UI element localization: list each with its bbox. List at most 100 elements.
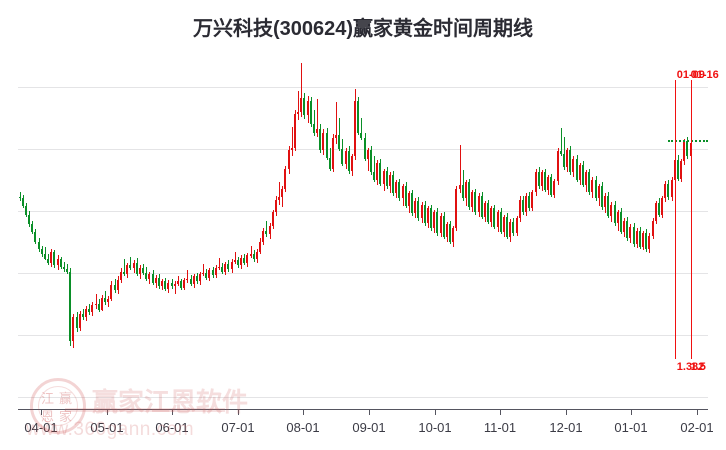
candle-body [430,208,433,229]
candle-body [578,164,581,180]
candle-wick [191,275,192,287]
candle-body [290,147,293,151]
candle-body [686,141,689,157]
candle-body [553,181,556,195]
candle-body [629,226,632,239]
candle-body [483,203,486,217]
candle-body [642,233,645,247]
candle-body [350,156,353,172]
candle-body [531,192,534,209]
candle-body [322,132,325,151]
candle-body [211,270,214,276]
seal-char: 赢 [59,391,73,406]
candle-wick [96,293,97,309]
candle-body [651,220,654,236]
candle-body [233,260,236,262]
x-axis-tick-label: 08-01 [286,420,320,435]
candle-body [591,179,594,193]
candle-wick [279,182,280,205]
candle-body [689,142,692,157]
candle-body [154,277,157,283]
candle-body [404,186,407,206]
x-axis-tick-label: 12-01 [549,420,583,435]
candle-body [610,204,613,216]
candle-body [455,188,458,229]
candle-body [347,151,350,172]
candle-body [303,98,306,116]
x-axis-tick-label: 06-01 [155,420,189,435]
candle-body [439,215,442,234]
candle-body [293,114,296,148]
candle-body [43,254,46,259]
candle-wick [20,191,21,201]
gridline [18,334,708,336]
gridline [18,396,708,398]
candle-body [528,195,531,209]
candle-body [661,198,664,215]
candle-body [667,183,670,198]
candle-body [512,221,515,234]
candle-body [202,272,205,275]
candle-body [24,205,27,216]
candle-body [588,172,591,193]
candle-body [94,303,97,306]
candle-body [417,200,420,219]
candle-body [461,184,464,199]
candle-body [50,252,53,263]
candle-body [62,266,65,270]
gann-cycle-ratio-label: 1.382 [676,361,705,373]
y-axis-tick-label: 60 [712,276,726,291]
gridline [18,148,708,150]
x-axis-line [18,409,708,410]
candle-body [654,203,657,221]
candle-wick [564,136,565,170]
candle-body [88,308,91,313]
candle-body [78,313,81,329]
candle-body [433,212,436,229]
candle-body [423,204,426,224]
candle-body [414,200,417,214]
candle-body [300,98,303,112]
candle-body [468,182,471,208]
candle-body [436,212,439,234]
seal-char: 江 [41,391,55,406]
candle-body [493,208,496,227]
candle-body [189,278,192,284]
candle-wick [298,90,299,121]
candle-body [262,230,265,242]
candle-body [316,129,319,133]
candle-wick [317,99,318,137]
candle-body [506,217,508,237]
candle-body [255,251,258,260]
candle-body [645,233,648,250]
candle-body [145,272,148,279]
x-axis-tick [435,409,436,415]
seal-watermark-icon: 江 赢 恩 家 [30,378,86,434]
candle-body [385,171,388,187]
candle-body [72,317,75,341]
candle-body [309,100,312,125]
candle-body [18,196,21,199]
candle-wick [368,147,369,172]
candle-body [230,261,233,270]
candle-body [392,174,395,194]
candle-body [366,150,369,159]
gann-price-level-line [668,139,708,142]
candle-body [142,267,145,273]
candle-body [373,172,376,180]
candle-body [335,135,338,138]
plot-area [18,56,708,410]
candle-body [85,308,88,318]
candle-body [566,150,569,168]
candle-body [572,158,575,173]
candle-body [471,192,474,208]
candle-body [487,203,490,222]
gann-cycle-ratio-label: 1.5 [690,361,706,373]
candle-body [464,182,467,199]
candle-body [205,272,208,278]
candle-body [581,164,584,185]
candle-body [180,281,182,288]
candle-body [594,179,597,199]
x-axis-tick [631,409,632,415]
candle-body [515,218,518,234]
